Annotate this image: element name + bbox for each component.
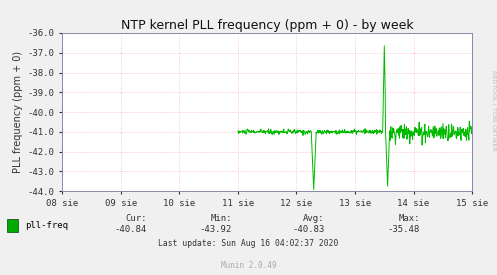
Text: -35.48: -35.48 [388,226,420,234]
Y-axis label: PLL frequency (ppm + 0): PLL frequency (ppm + 0) [13,51,23,173]
Text: Min:: Min: [211,214,232,223]
Text: Last update: Sun Aug 16 04:02:37 2020: Last update: Sun Aug 16 04:02:37 2020 [159,239,338,248]
Text: Max:: Max: [399,214,420,223]
Text: Cur:: Cur: [125,214,147,223]
Text: -40.83: -40.83 [292,226,325,234]
Text: -43.92: -43.92 [200,226,232,234]
Text: Avg:: Avg: [303,214,325,223]
Text: Munin 2.0.49: Munin 2.0.49 [221,261,276,270]
Text: RRDTOOL / TOBI OETIKER: RRDTOOL / TOBI OETIKER [491,70,496,150]
Text: pll-freq: pll-freq [25,221,68,230]
Title: NTP kernel PLL frequency (ppm + 0) - by week: NTP kernel PLL frequency (ppm + 0) - by … [121,19,414,32]
Text: -40.84: -40.84 [114,226,147,234]
